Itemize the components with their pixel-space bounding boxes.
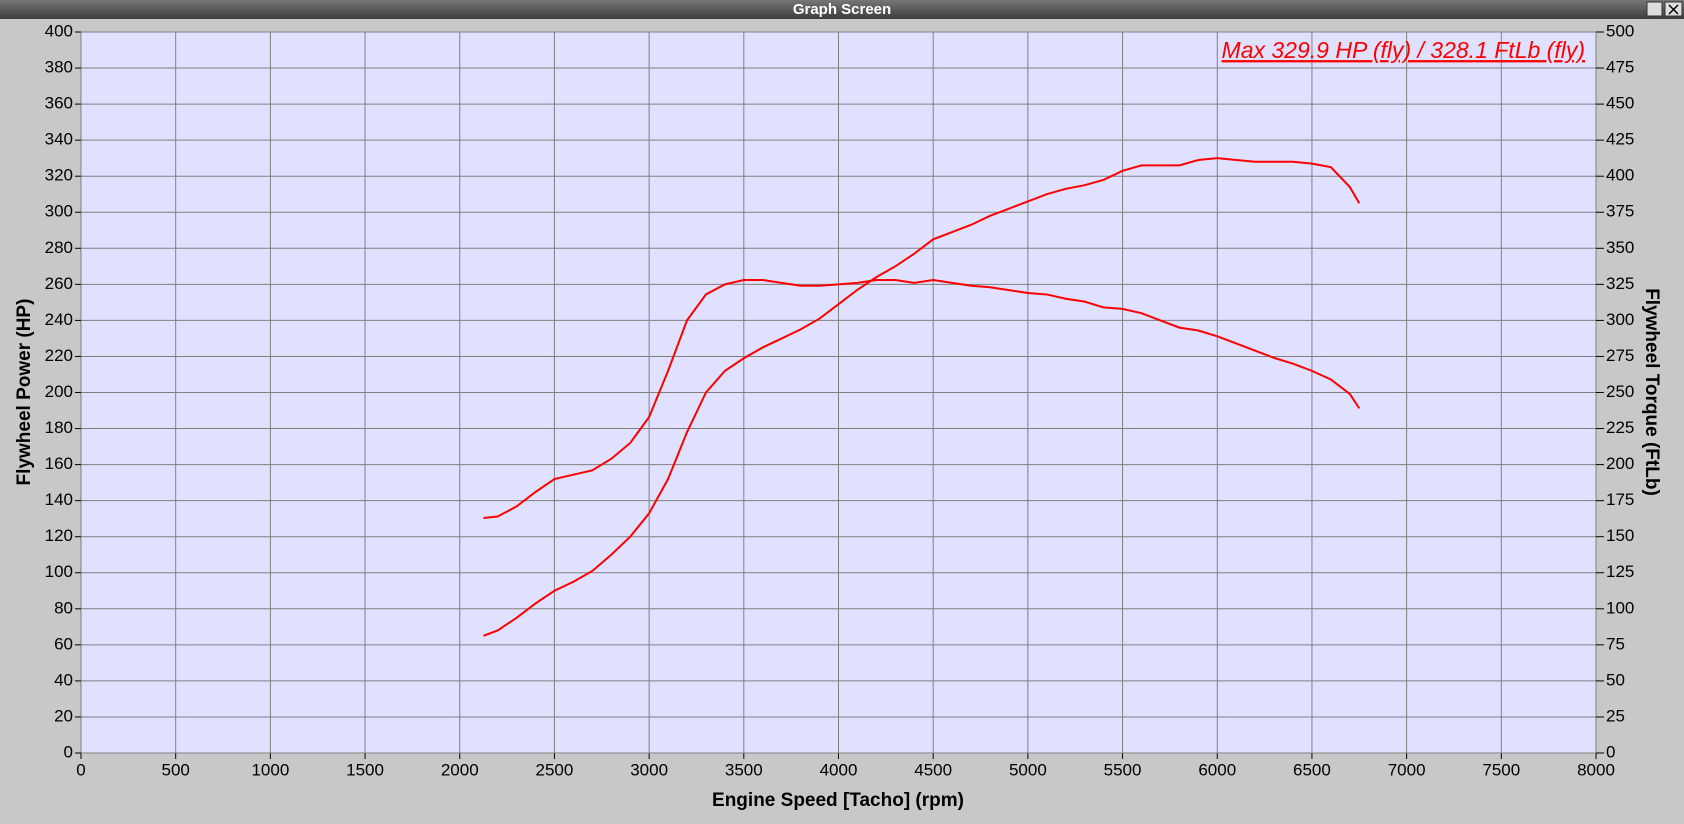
x-tick-label: 6500 bbox=[1293, 760, 1331, 779]
y2-tick-label: 425 bbox=[1606, 130, 1634, 149]
y2-tick-label: 100 bbox=[1606, 598, 1634, 617]
y-tick-label: 40 bbox=[54, 670, 73, 689]
x-tick-label: 3500 bbox=[725, 760, 763, 779]
y-tick-label: 220 bbox=[45, 346, 73, 365]
x-tick-label: 2000 bbox=[441, 760, 479, 779]
y2-tick-label: 475 bbox=[1606, 58, 1634, 77]
y-tick-label: 260 bbox=[45, 274, 73, 293]
y2-tick-label: 400 bbox=[1606, 166, 1634, 185]
y-tick-label: 0 bbox=[64, 742, 73, 761]
x-tick-label: 4000 bbox=[820, 760, 858, 779]
y2-tick-label: 325 bbox=[1606, 274, 1634, 293]
x-tick-label: 5500 bbox=[1104, 760, 1142, 779]
close-icon bbox=[1668, 4, 1679, 15]
y2-tick-label: 200 bbox=[1606, 454, 1634, 473]
y2-tick-label: 0 bbox=[1606, 742, 1615, 761]
x-tick-label: 7500 bbox=[1482, 760, 1520, 779]
x-tick-label: 5000 bbox=[1009, 760, 1047, 779]
x-tick-label: 0 bbox=[76, 760, 85, 779]
title-bar bbox=[0, 0, 1684, 19]
window-title: Graph Screen bbox=[793, 1, 891, 18]
y-tick-label: 300 bbox=[45, 202, 73, 221]
y2-tick-label: 500 bbox=[1606, 21, 1634, 40]
x-tick-label: 6000 bbox=[1198, 760, 1236, 779]
x-tick-label: 1000 bbox=[251, 760, 289, 779]
y-tick-label: 400 bbox=[45, 21, 73, 40]
data-line bbox=[483, 157, 1361, 637]
y-tick-label: 180 bbox=[45, 418, 73, 437]
y-tick-label: 160 bbox=[45, 454, 73, 473]
x-axis-label: Engine Speed [Tacho] (rpm) bbox=[712, 790, 964, 811]
y2-tick-label: 375 bbox=[1606, 202, 1634, 221]
x-tick-label: 8000 bbox=[1577, 760, 1615, 779]
y2-tick-label: 25 bbox=[1606, 706, 1625, 725]
y-tick-label: 380 bbox=[45, 58, 73, 77]
y-tick-label: 340 bbox=[45, 130, 73, 149]
x-tick-label: 1500 bbox=[346, 760, 384, 779]
y-tick-label: 360 bbox=[45, 94, 73, 113]
restore-button[interactable] bbox=[1646, 1, 1663, 17]
y2-tick-label: 300 bbox=[1606, 310, 1634, 329]
y2-tick-label: 50 bbox=[1606, 670, 1625, 689]
y-tick-label: 80 bbox=[54, 598, 73, 617]
y-tick-label: 120 bbox=[45, 526, 73, 545]
y-tick-label: 60 bbox=[54, 634, 73, 653]
y-tick-label: 20 bbox=[54, 706, 73, 725]
y-tick-label: 140 bbox=[45, 490, 73, 509]
y-tick-label: 100 bbox=[45, 562, 73, 581]
y-axis-label: Flywheel Power (HP) bbox=[14, 299, 35, 486]
y-tick-label: 320 bbox=[45, 166, 73, 185]
y2-tick-label: 75 bbox=[1606, 634, 1625, 653]
y-tick-label: 280 bbox=[45, 238, 73, 257]
x-tick-label: 3000 bbox=[630, 760, 668, 779]
y2-axis-label: Flywheel Torque (FtLb) bbox=[1641, 288, 1662, 496]
y2-tick-label: 250 bbox=[1606, 382, 1634, 401]
x-tick-label: 4500 bbox=[914, 760, 952, 779]
y2-tick-label: 275 bbox=[1606, 346, 1634, 365]
annotation: Max 329.9 HP (fly) / 328.1 FtLb (fly) bbox=[1222, 37, 1585, 63]
y2-tick-label: 150 bbox=[1606, 526, 1634, 545]
x-tick-label: 2500 bbox=[536, 760, 574, 779]
y-tick-label: 200 bbox=[45, 382, 73, 401]
y2-tick-label: 450 bbox=[1606, 94, 1634, 113]
y-tick-label: 240 bbox=[45, 310, 73, 329]
x-tick-label: 500 bbox=[162, 760, 190, 779]
data-line bbox=[483, 279, 1361, 519]
y2-tick-label: 350 bbox=[1606, 238, 1634, 257]
x-tick-label: 7000 bbox=[1388, 760, 1426, 779]
y2-tick-label: 225 bbox=[1606, 418, 1634, 437]
y2-tick-label: 125 bbox=[1606, 562, 1634, 581]
y2-tick-label: 175 bbox=[1606, 490, 1634, 509]
